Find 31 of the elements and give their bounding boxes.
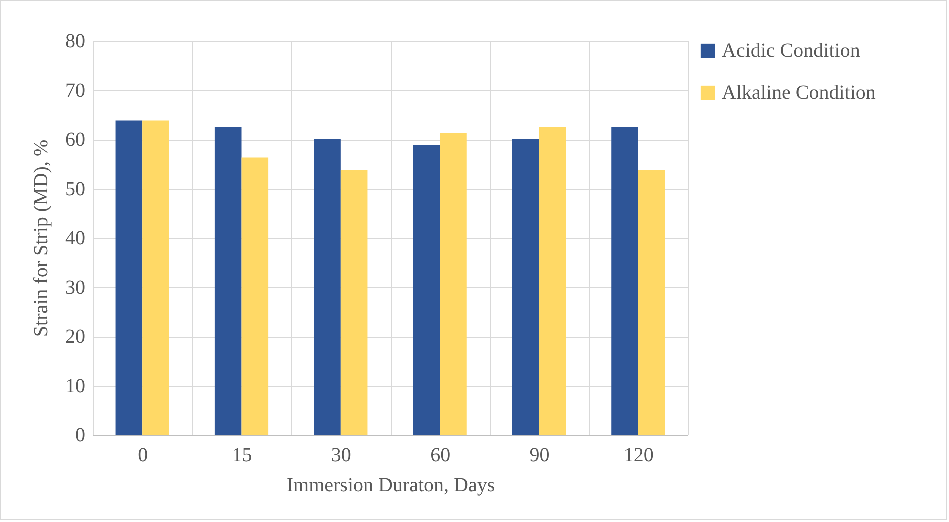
x-tick-label: 30: [331, 444, 352, 466]
bar: [512, 140, 540, 435]
bar: [340, 170, 368, 435]
bar: [214, 127, 242, 435]
bar: [612, 127, 638, 435]
bar: [314, 140, 341, 435]
legend-label: Alkaline Condition: [722, 82, 876, 104]
y-tick-label: 60: [66, 129, 86, 151]
bar: [413, 145, 440, 435]
x-tick-label: 60: [430, 444, 451, 466]
bar: [142, 120, 170, 435]
bar: [242, 158, 269, 435]
bar: [116, 120, 143, 435]
y-tick-label: 70: [66, 80, 86, 102]
y-tick-label: 30: [66, 276, 86, 299]
y-axis-title: Strain for Strip (MD), %: [30, 140, 52, 338]
x-tick-label: 90: [530, 444, 550, 466]
y-tick-label: 50: [66, 178, 86, 200]
legend-label: Acidic Condition: [722, 40, 860, 62]
y-tick-label: 40: [66, 228, 86, 250]
y-tick-label: 0: [76, 424, 86, 446]
x-axis-title: Immersion Duraton, Days: [286, 474, 496, 496]
x-tick-label: 15: [232, 444, 252, 466]
bar: [440, 133, 467, 435]
y-tick-label: 20: [66, 326, 86, 348]
x-tick-label: 0: [138, 444, 148, 466]
bar: [539, 127, 566, 435]
bar: [638, 170, 666, 435]
y-tick-label: 80: [66, 30, 86, 52]
y-tick-label: 10: [66, 375, 86, 398]
x-tick-label: 120: [624, 444, 654, 466]
